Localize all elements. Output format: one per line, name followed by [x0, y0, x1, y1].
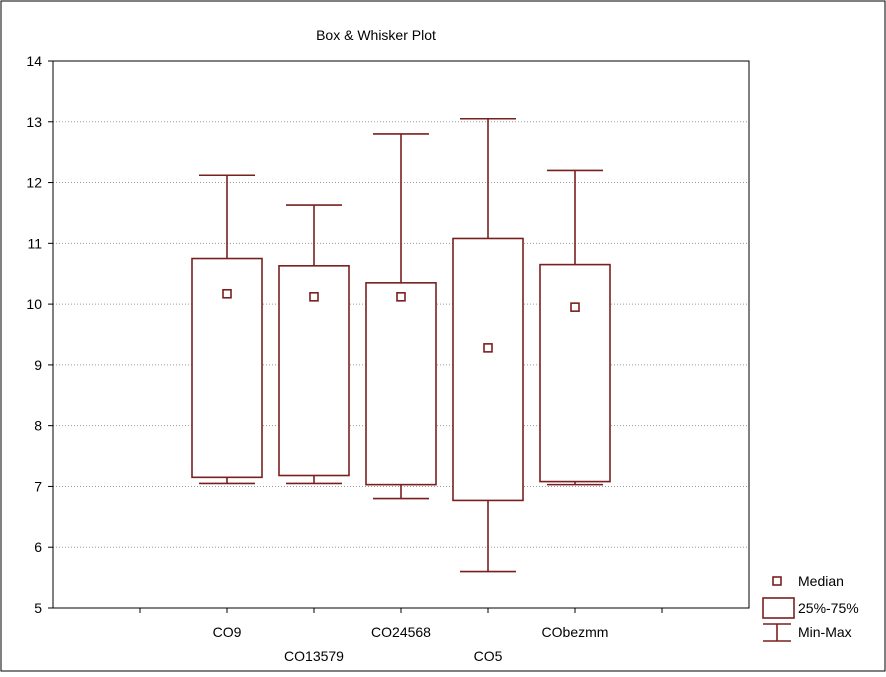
axes: 5 6 7 8 9 10 11 12 13 14 CO9 CO13579 CO24568 CO5 CObez… [26, 53, 663, 664]
chart-title: Box & Whisker Plot [316, 27, 436, 43]
x-tick-label: CO24568 [371, 624, 431, 640]
y-tick-label: 13 [26, 114, 42, 130]
legend-median-label: Median [798, 573, 844, 589]
y-tick-label: 5 [34, 600, 42, 616]
x-tick-label: CObezmm [542, 624, 609, 640]
iqr-box [539, 263, 611, 483]
box-CO9 [191, 174, 263, 485]
box-CO13579 [278, 204, 350, 485]
legend-median-marker [772, 576, 782, 586]
iqr-box [365, 282, 437, 486]
box-CObezmm [539, 169, 611, 486]
box-CO24568 [365, 133, 437, 500]
median-marker [396, 292, 406, 302]
boxes [191, 117, 611, 573]
x-tick-label: CO5 [474, 648, 503, 664]
y-tick-label: 9 [34, 357, 42, 373]
legend: Median 25%-75% Min-Max [762, 573, 859, 642]
y-tick-label: 14 [26, 53, 42, 69]
y-tick-label: 10 [26, 296, 42, 312]
legend-whisker-label: Min-Max [798, 624, 852, 640]
legend-box-marker [762, 597, 795, 619]
median-marker [483, 343, 493, 353]
median-marker [222, 288, 232, 299]
y-tick-label: 12 [26, 175, 42, 191]
y-tick-label: 7 [34, 478, 42, 494]
y-tick-label: 11 [27, 235, 42, 251]
y-tick-label: 6 [34, 539, 42, 555]
iqr-box [452, 237, 524, 502]
median-marker [309, 292, 319, 302]
median-marker [570, 302, 580, 312]
box-CO5 [452, 117, 524, 573]
legend-box-label: 25%-75% [798, 600, 859, 616]
x-tick-label: CO9 [213, 624, 242, 640]
y-tick-label: 8 [34, 418, 42, 434]
x-tick-label: CO13579 [284, 648, 344, 664]
